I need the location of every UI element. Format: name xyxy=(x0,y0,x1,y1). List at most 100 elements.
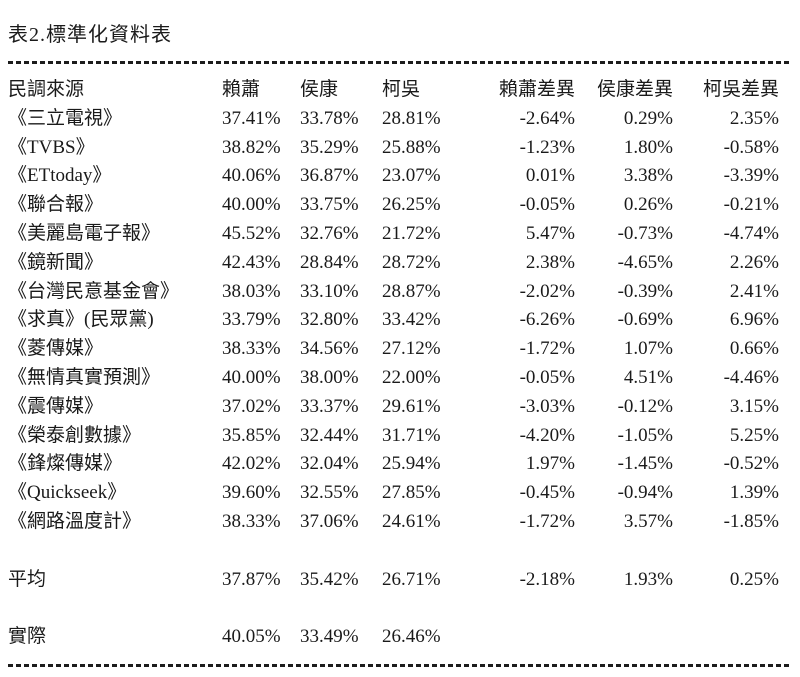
value-cell: 0.01% xyxy=(525,165,575,187)
value-cell: 38.00% xyxy=(300,366,359,388)
table-row: 《鋒燦傳媒》 42.02% 32.04% 25.94% 1.97% -1.45% -0.52… xyxy=(8,450,792,479)
spacer-row xyxy=(8,594,792,623)
value-cell: 40.00% xyxy=(222,194,281,216)
source-cell: 《無情真實預測》 xyxy=(8,366,161,388)
spacer-cell xyxy=(8,537,792,566)
source-cell: 《美麗島電子報》 xyxy=(8,222,161,244)
value-cell: -1.72% xyxy=(519,338,575,360)
value-cell: -3.39% xyxy=(723,165,779,187)
table-title: 表2.標準化資料表 xyxy=(8,24,172,46)
value-cell: 2.35% xyxy=(729,107,779,129)
table-row: 《菱傳媒》 38.33% 34.56% 27.12% -1.72% 1.07% 0.66% xyxy=(8,335,792,364)
value-cell: 32.76% xyxy=(300,222,359,244)
actual-row: 實際 40.05% 33.49% 26.46% xyxy=(8,623,792,652)
value-cell: 0.29% xyxy=(623,107,673,129)
value-cell: 38.33% xyxy=(222,510,281,532)
header-laihsiao: 賴蕭 xyxy=(222,79,261,100)
value-cell xyxy=(673,623,792,652)
table-row: 《鏡新聞》 42.43% 28.84% 28.72% 2.38% -4.65% 2.26% xyxy=(8,249,792,278)
value-cell: 2.41% xyxy=(729,280,779,302)
value-cell: -0.39% xyxy=(617,280,673,302)
value-cell: 32.44% xyxy=(300,424,359,446)
table-row: 《震傳媒》 37.02% 33.37% 29.61% -3.03% -0.12% 3.15% xyxy=(8,393,792,422)
value-cell: 4.51% xyxy=(623,366,673,388)
average-row: 平均 37.87% 35.42% 26.71% -2.18% 1.93% 0.25% xyxy=(8,566,792,595)
spacer-row xyxy=(8,537,792,566)
value-cell: -1.85% xyxy=(723,510,779,532)
value-cell: 6.96% xyxy=(729,309,779,331)
value-cell: 35.29% xyxy=(300,136,359,158)
table-row: 《ETtoday》 40.06% 36.87% 23.07% 0.01% 3.38% -3.… xyxy=(8,162,792,191)
table-row: 《聯合報》 40.00% 33.75% 26.25% -0.05% 0.26% -0.21% xyxy=(8,191,792,220)
value-cell: 32.04% xyxy=(300,453,359,475)
value-cell: 28.72% xyxy=(382,251,441,273)
table-row: 《三立電視》 37.41% 33.78% 28.81% -2.64% 0.29% 2.35% xyxy=(8,105,792,134)
value-cell: -1.23% xyxy=(519,136,575,158)
value-cell: -6.26% xyxy=(519,309,575,331)
table-row: 《求真》(民眾黨) 33.79% 32.80% 33.42% -6.26% -0.69% 6… xyxy=(8,306,792,335)
value-cell: 27.85% xyxy=(382,482,441,504)
value-cell: 40.05% xyxy=(222,626,281,648)
value-cell: 39.60% xyxy=(222,482,281,504)
value-cell: 1.07% xyxy=(623,338,673,360)
value-cell: 35.42% xyxy=(300,568,359,590)
source-cell: 《台灣民意基金會》 xyxy=(8,280,180,302)
value-cell: -4.65% xyxy=(617,251,673,273)
source-cell: 《菱傳媒》 xyxy=(8,338,104,360)
value-cell: 38.33% xyxy=(222,338,281,360)
value-cell: 0.25% xyxy=(729,568,779,590)
value-cell: 40.06% xyxy=(222,165,281,187)
table-row: 《Quickseek》 39.60% 32.55% 27.85% -0.45% -0.94… xyxy=(8,479,792,508)
value-cell: 33.42% xyxy=(382,309,441,331)
value-cell: 28.81% xyxy=(382,107,441,129)
value-cell: 3.57% xyxy=(623,510,673,532)
value-cell: 33.75% xyxy=(300,194,359,216)
value-cell: 37.06% xyxy=(300,510,359,532)
source-cell: 《網路溫度計》 xyxy=(8,510,142,532)
header-houkang-diff: 侯康差異 xyxy=(596,79,673,100)
value-cell: 32.80% xyxy=(300,309,359,331)
value-cell: 26.25% xyxy=(382,194,441,216)
value-cell: -0.73% xyxy=(617,222,673,244)
standardized-data-table: 民調來源 賴蕭 侯康 柯吳 賴蕭差異 侯康差異 柯吳差異 《三立電視》 37.41… xyxy=(8,76,792,652)
source-cell: 平均 xyxy=(8,568,47,590)
value-cell: 42.02% xyxy=(222,453,281,475)
value-cell: 40.00% xyxy=(222,366,281,388)
top-divider xyxy=(8,61,792,64)
table-body: 《三立電視》 37.41% 33.78% 28.81% -2.64% 0.29% 2.35%… xyxy=(8,105,792,652)
value-cell: 45.52% xyxy=(222,222,281,244)
value-cell xyxy=(460,623,575,652)
value-cell: -0.05% xyxy=(519,366,575,388)
table-row: 《台灣民意基金會》 38.03% 33.10% 28.87% -2.02% -0.39% 2… xyxy=(8,278,792,307)
value-cell: 31.71% xyxy=(382,424,441,446)
bottom-divider xyxy=(8,663,792,667)
value-cell: 1.97% xyxy=(525,453,575,475)
spacer-cell xyxy=(8,594,792,623)
header-laihsiao-diff: 賴蕭差異 xyxy=(498,79,575,100)
value-cell: 34.56% xyxy=(300,338,359,360)
value-cell: 25.94% xyxy=(382,453,441,475)
table-row: 《美麗島電子報》 45.52% 32.76% 21.72% 5.47% -0.73% -4.… xyxy=(8,220,792,249)
value-cell: -1.45% xyxy=(617,453,673,475)
value-cell: 26.46% xyxy=(382,626,441,648)
value-cell: 5.25% xyxy=(729,424,779,446)
source-cell: 《TVBS》 xyxy=(8,136,95,158)
value-cell: 2.38% xyxy=(525,251,575,273)
value-cell: -0.45% xyxy=(519,482,575,504)
header-houkang: 侯康 xyxy=(300,79,339,100)
value-cell: 2.26% xyxy=(729,251,779,273)
value-cell: -3.03% xyxy=(519,395,575,417)
value-cell: 35.85% xyxy=(222,424,281,446)
value-cell: -2.64% xyxy=(519,107,575,129)
value-cell: 24.61% xyxy=(382,510,441,532)
value-cell: 33.49% xyxy=(300,626,359,648)
value-cell: 28.84% xyxy=(300,251,359,273)
value-cell: 26.71% xyxy=(382,568,441,590)
header-source: 民調來源 xyxy=(8,79,85,100)
value-cell: 0.26% xyxy=(623,194,673,216)
source-cell: 實際 xyxy=(8,626,47,648)
value-cell: 38.82% xyxy=(222,136,281,158)
value-cell: 33.79% xyxy=(222,309,281,331)
value-cell: -4.20% xyxy=(519,424,575,446)
